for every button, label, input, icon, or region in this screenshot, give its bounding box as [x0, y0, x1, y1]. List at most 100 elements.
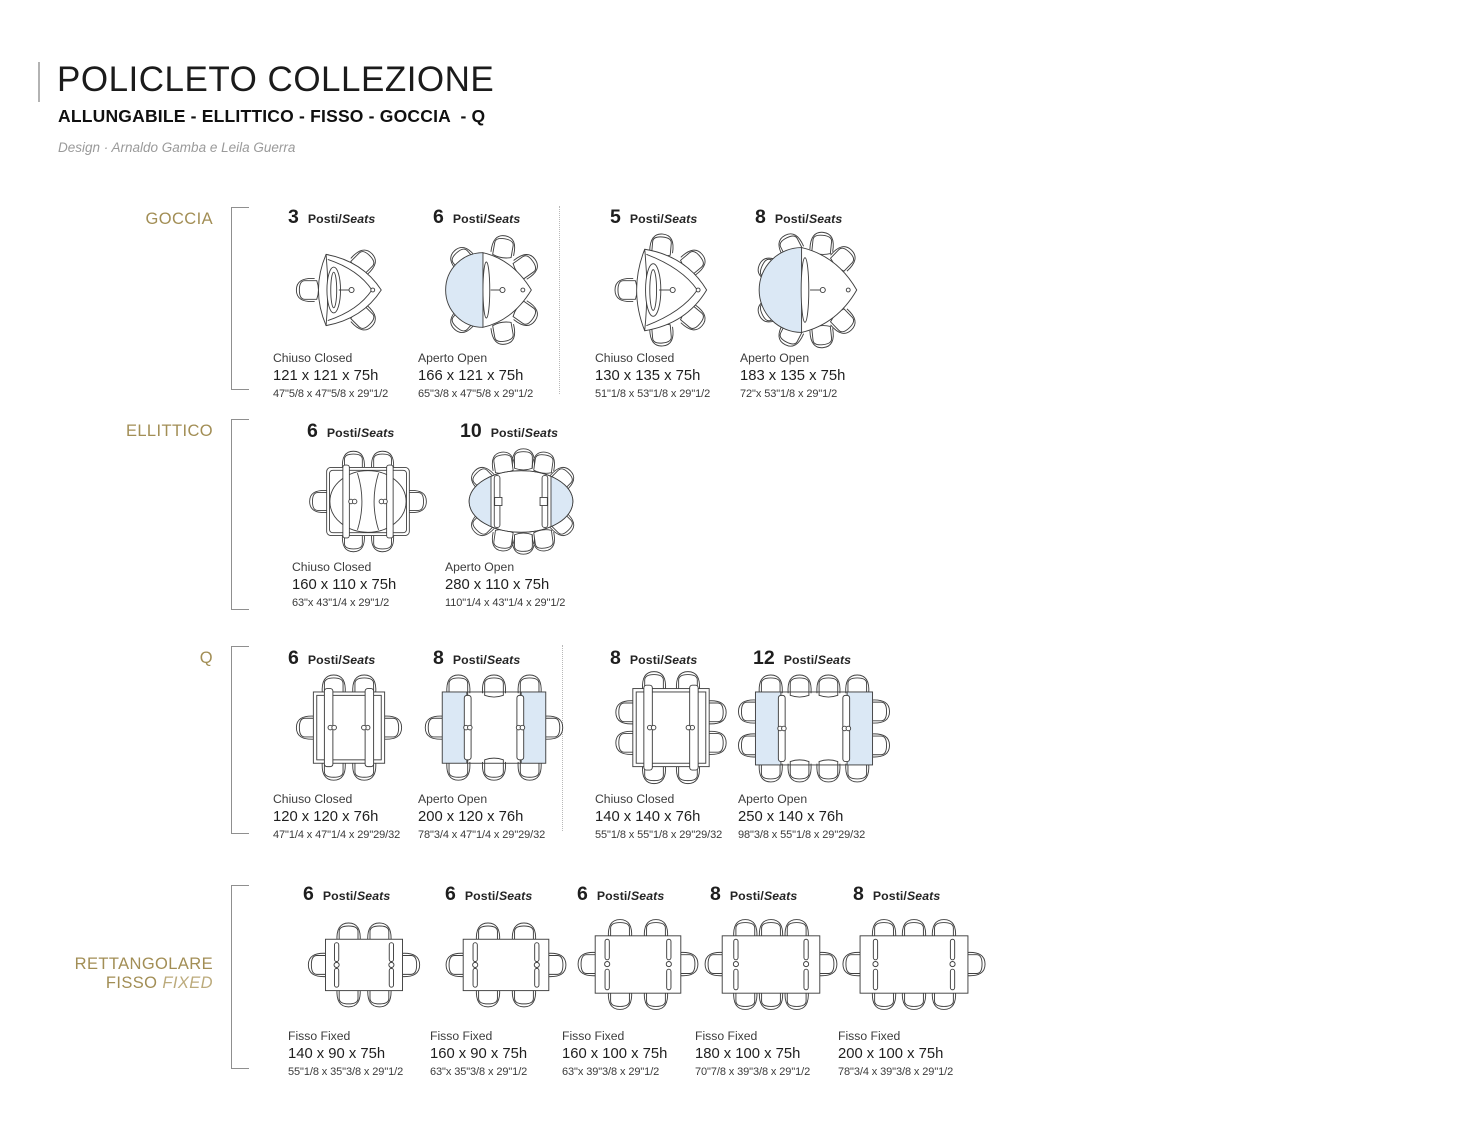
dimensions-inches: 78"3/4 x 47"1/4 x 29"29/32 — [418, 829, 546, 841]
dimensions-cm: 160 x 100 x 75h — [562, 1046, 668, 1062]
state-label: Fisso Fixed — [562, 1029, 625, 1043]
table-plan-diagram — [273, 232, 425, 348]
dimensions-cm: 140 x 140 x 76h — [595, 809, 701, 825]
seat-count-row: 8 Posti/Seats — [695, 883, 847, 909]
seat-count-row: 6 Posti/Seats — [418, 206, 570, 232]
dimensions-cm: 140 x 90 x 75h — [288, 1046, 386, 1062]
state-label: Chiuso Closed — [595, 351, 675, 365]
product-variant-cell: 8 Posti/Seats Aperto Open 200 x 120 x 76… — [418, 647, 570, 841]
seat-count: 6 — [288, 647, 299, 669]
table-plan-diagram — [838, 909, 990, 1026]
state-label: Chiuso Closed — [273, 792, 353, 806]
goccia-open-plan — [445, 235, 538, 345]
seat-count: 6 — [303, 883, 314, 905]
table-plan-diagram — [695, 909, 847, 1026]
state-label: Aperto Open — [418, 792, 488, 806]
table-plan-diagram — [595, 671, 747, 789]
seat-count-row: 8 Posti/Seats — [838, 883, 990, 909]
posti-seats-label: Posti/Seats — [872, 889, 941, 903]
dimensions-inches: 63"x 43"1/4 x 29"1/2 — [292, 597, 390, 609]
dimensions-inches: 65"3/8 x 47"5/8 x 29"1/2 — [418, 388, 534, 400]
dimensions-cm: 160 x 110 x 75h — [292, 577, 397, 593]
rectangular-fixed-plan — [577, 919, 699, 1010]
rectangular-fixed-plan — [842, 919, 986, 1010]
dimensions-cm: 166 x 121 x 75h — [418, 368, 524, 384]
seat-count-row: 8 Posti/Seats — [595, 647, 747, 673]
product-variant-cell: 10 Posti/Seats Aperto Open 280 x 110 x 7… — [445, 420, 597, 609]
product-variant-cell: 8 Posti/Seats Fisso Fixed 180 x 100 x 75… — [695, 883, 847, 1078]
product-variant-cell: 3 Posti/Seats Chiuso Closed 121 x 121 x … — [273, 206, 425, 400]
state-label: Aperto Open — [738, 792, 808, 806]
dimensions-inches: 47"5/8 x 47"5/8 x 29"1/2 — [273, 388, 389, 400]
q-open-plan — [738, 674, 890, 783]
q-open-plan — [424, 674, 564, 781]
dimensions-inches: 98"3/8 x 55"1/8 x 29"29/32 — [738, 829, 866, 841]
product-variant-cell: 6 Posti/Seats Fisso Fixed 160 x 90 x 75h… — [430, 883, 582, 1078]
seat-count: 12 — [753, 647, 775, 669]
rectangular-fixed-plan — [445, 922, 567, 1008]
table-plan-diagram — [288, 909, 440, 1026]
page-title: POLICLETO COLLEZIONE — [57, 60, 495, 99]
rectangular-fixed-plan — [704, 919, 838, 1010]
goccia-open-plan — [757, 231, 858, 349]
section-bracket-q — [231, 646, 249, 834]
section-label-ellittico: ELLITTICO — [125, 422, 213, 440]
seat-count-row: 5 Posti/Seats — [595, 206, 747, 232]
state-label: Fisso Fixed — [288, 1029, 351, 1043]
seat-count: 8 — [610, 647, 621, 669]
product-variant-cell: 6 Posti/Seats Aperto Open 166 x 121 x 75… — [418, 206, 570, 400]
seat-count: 6 — [307, 420, 318, 442]
rectangular-fixed-plan — [307, 922, 421, 1008]
q-closed-plan — [295, 674, 403, 781]
state-label: Chiuso Closed — [292, 560, 372, 574]
posti-seats-label: Posti/Seats — [307, 653, 376, 667]
product-variant-cell: 5 Posti/Seats Chiuso Closed 130 x 135 x … — [595, 206, 747, 400]
seat-count: 8 — [710, 883, 721, 905]
product-variant-cell: 8 Posti/Seats Chiuso Closed 140 x 140 x … — [595, 647, 747, 841]
ellittico-closed-plan — [309, 450, 427, 553]
dimensions-inches: 110"1/4 x 43"1/4 x 29"1/2 — [445, 597, 566, 609]
posti-seats-label: Posti/Seats — [729, 889, 798, 903]
table-plan-diagram — [595, 232, 747, 348]
seat-count-row: 12 Posti/Seats — [738, 647, 890, 673]
state-label: Aperto Open — [740, 351, 810, 365]
posti-seats-label: Posti/Seats — [452, 212, 521, 226]
product-variant-cell: 12 Posti/Seats Aperto Open 250 x 140 x 7… — [738, 647, 890, 841]
state-label: Aperto Open — [418, 351, 488, 365]
dimensions-cm: 180 x 100 x 75h — [695, 1046, 801, 1062]
goccia-closed-plan — [295, 249, 382, 331]
seat-count: 5 — [610, 206, 621, 228]
column-divider — [559, 206, 560, 394]
dimensions-cm: 280 x 110 x 75h — [445, 577, 550, 593]
product-variant-cell: 6 Posti/Seats Fisso Fixed 160 x 100 x 75… — [562, 883, 714, 1078]
seat-count-row: 6 Posti/Seats — [273, 647, 425, 673]
product-variant-cell: 6 Posti/Seats Fisso Fixed 140 x 90 x 75h… — [288, 883, 440, 1078]
product-variant-cell: 6 Posti/Seats Chiuso Closed 160 x 110 x … — [292, 420, 444, 609]
dimensions-inches: 70"7/8 x 39"3/8 x 29"1/2 — [695, 1066, 811, 1078]
state-label: Chiuso Closed — [595, 792, 675, 806]
posti-seats-label: Posti/Seats — [783, 653, 852, 667]
posti-seats-label: Posti/Seats — [307, 212, 376, 226]
section-label-q: Q — [199, 649, 213, 667]
table-plan-diagram — [418, 673, 570, 789]
seat-count: 8 — [433, 647, 444, 669]
section-label-line1: RETTANGOLARE — [74, 955, 213, 973]
table-plan-diagram — [738, 673, 890, 789]
title-accent-bar — [38, 62, 40, 102]
dimensions-cm: 120 x 120 x 76h — [273, 809, 379, 825]
section-bracket-ellittico — [231, 419, 249, 610]
dimensions-inches: 78"3/4 x 39"3/8 x 29"1/2 — [838, 1066, 954, 1078]
state-label: Aperto Open — [445, 560, 515, 574]
dimensions-cm: 130 x 135 x 75h — [595, 368, 701, 384]
dimensions-cm: 121 x 121 x 75h — [273, 368, 379, 384]
dimensions-inches: 63"x 39"3/8 x 29"1/2 — [562, 1066, 660, 1078]
seat-count: 3 — [288, 206, 299, 228]
dimensions-inches: 55"1/8 x 35"3/8 x 29"1/2 — [288, 1066, 404, 1078]
table-plan-diagram — [292, 446, 444, 557]
posti-seats-label: Posti/Seats — [629, 653, 698, 667]
dimensions-inches: 63"x 35"3/8 x 29"1/2 — [430, 1066, 528, 1078]
section-label-line2: FISSO FIXED — [105, 974, 213, 992]
seat-count-row: 3 Posti/Seats — [273, 206, 425, 232]
table-plan-diagram — [418, 232, 570, 348]
